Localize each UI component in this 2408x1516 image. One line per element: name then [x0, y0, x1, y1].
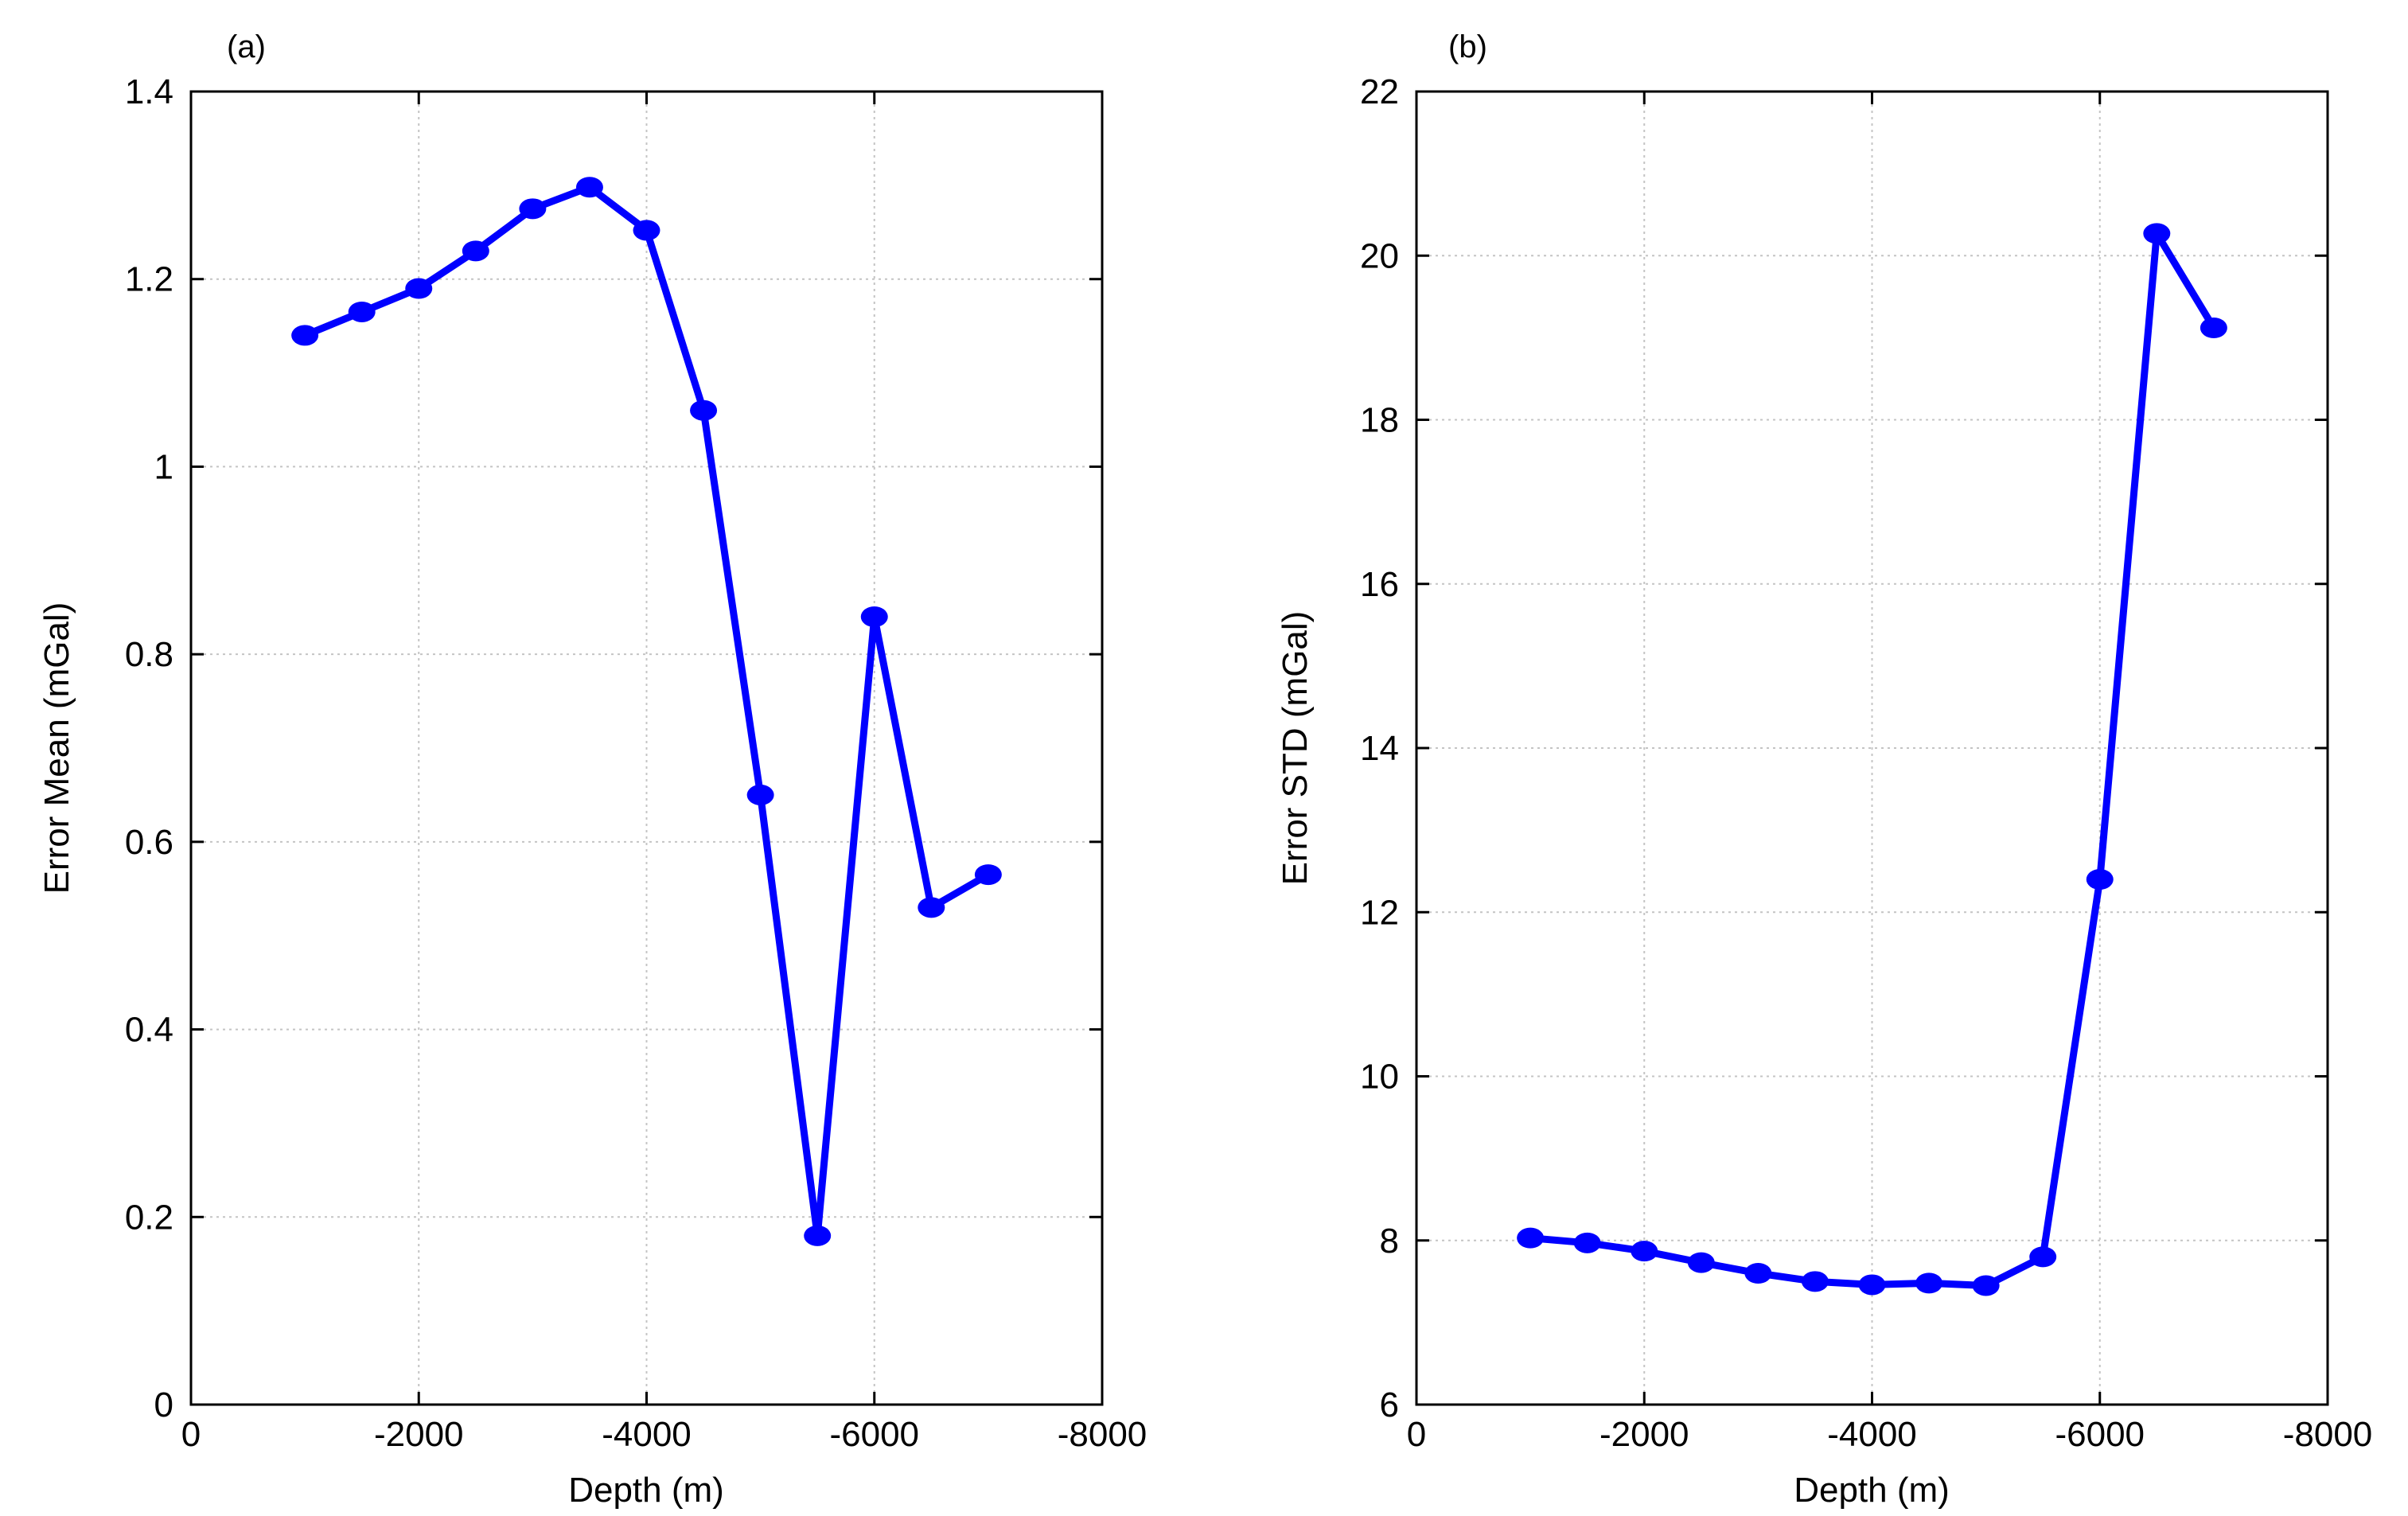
- data-point-b: [1915, 1272, 1943, 1294]
- data-point-a: [519, 198, 547, 220]
- data-point-b: [1631, 1241, 1658, 1262]
- x-tick-label-a: -2000: [374, 1415, 464, 1454]
- data-point-b: [1744, 1263, 1772, 1284]
- gridlines-b: [1416, 92, 2328, 1405]
- data-point-b: [1858, 1274, 1886, 1296]
- y-tick-label-a: 1.4: [125, 72, 173, 111]
- data-point-a: [746, 784, 774, 805]
- data-point-b: [1517, 1227, 1545, 1249]
- y-axis-label-a: Error Mean (mGal): [37, 602, 76, 894]
- panel-label-a: (a): [227, 29, 266, 64]
- data-point-a: [575, 177, 603, 198]
- data-point-b: [1573, 1232, 1601, 1253]
- data-point-a: [633, 220, 660, 241]
- chart-panel-b: (b) 0 -2000 -4000 -6000 -8000 6 8 10 12 14 16 18 20 2…: [1276, 29, 2372, 1510]
- x-axis-label-b: Depth (m): [1794, 1471, 1950, 1510]
- y-tick-label-a: 0.4: [125, 1011, 173, 1050]
- data-point-a: [405, 278, 433, 299]
- data-point-b: [2143, 223, 2171, 244]
- series-b: [1517, 223, 2227, 1296]
- x-tick-label-b: -8000: [2283, 1415, 2373, 1454]
- data-point-b: [1687, 1252, 1715, 1273]
- data-point-a: [804, 1225, 832, 1246]
- y-tick-label-b: 16: [1360, 565, 1399, 604]
- data-point-a: [348, 301, 376, 322]
- x-tick-label-b: -2000: [1599, 1415, 1689, 1454]
- x-tick-label-b: -6000: [2055, 1415, 2145, 1454]
- data-point-a: [462, 240, 489, 262]
- y-tick-label-b: 20: [1360, 236, 1399, 275]
- panel-label-b: (b): [1448, 29, 1487, 64]
- data-point-b: [1801, 1271, 1829, 1292]
- y-tick-label-a: 1.2: [125, 260, 173, 299]
- series-a: [291, 177, 1002, 1246]
- chart-panel-a: (a) 0 -2000 -4000 -6000 -8000 0 0.2 0.4 0.6 0.8 1 1…: [37, 29, 1147, 1510]
- y-tick-label-a: 0.8: [125, 635, 173, 674]
- y-axis-label-b: Error STD (mGal): [1276, 611, 1315, 886]
- data-point-a: [690, 399, 718, 421]
- data-point-a: [918, 897, 945, 918]
- y-tick-label-a: 0.6: [125, 823, 173, 862]
- ticks-b: 0 -2000 -4000 -6000 -8000 6 8 10 12 14 16 18 20 22: [1360, 72, 2372, 1454]
- y-tick-label-a: 1: [154, 447, 173, 486]
- y-tick-label-b: 18: [1360, 401, 1399, 440]
- ticks-a: 0 -2000 -4000 -6000 -8000 0 0.2 0.4 0.6 0.8 1 1.2 1.…: [125, 72, 1147, 1454]
- data-point-b: [1972, 1275, 2000, 1296]
- x-tick-label-a: -4000: [602, 1415, 692, 1454]
- data-point-a: [291, 325, 319, 346]
- x-tick-label-b: -4000: [1827, 1415, 1917, 1454]
- data-point-b: [2029, 1246, 2057, 1268]
- x-tick-label-a: 0: [181, 1415, 201, 1454]
- y-tick-label-b: 10: [1360, 1058, 1399, 1097]
- data-point-b: [2086, 869, 2114, 890]
- x-tick-label-a: -6000: [829, 1415, 919, 1454]
- y-tick-label-b: 14: [1360, 729, 1399, 768]
- data-point-a: [974, 864, 1002, 886]
- x-axis-label-a: Depth (m): [568, 1471, 724, 1510]
- y-tick-label-b: 12: [1360, 893, 1399, 932]
- gridlines-a: [191, 92, 1102, 1405]
- y-tick-label-b: 6: [1380, 1385, 1399, 1424]
- y-tick-label-a: 0: [154, 1385, 173, 1424]
- data-point-b: [2200, 318, 2227, 338]
- x-tick-label-a: -8000: [1058, 1415, 1148, 1454]
- y-tick-label-b: 22: [1360, 72, 1399, 111]
- y-tick-label-b: 8: [1380, 1222, 1399, 1261]
- y-tick-label-a: 0.2: [125, 1198, 173, 1237]
- data-point-a: [860, 606, 888, 627]
- x-tick-label-b: 0: [1407, 1415, 1426, 1454]
